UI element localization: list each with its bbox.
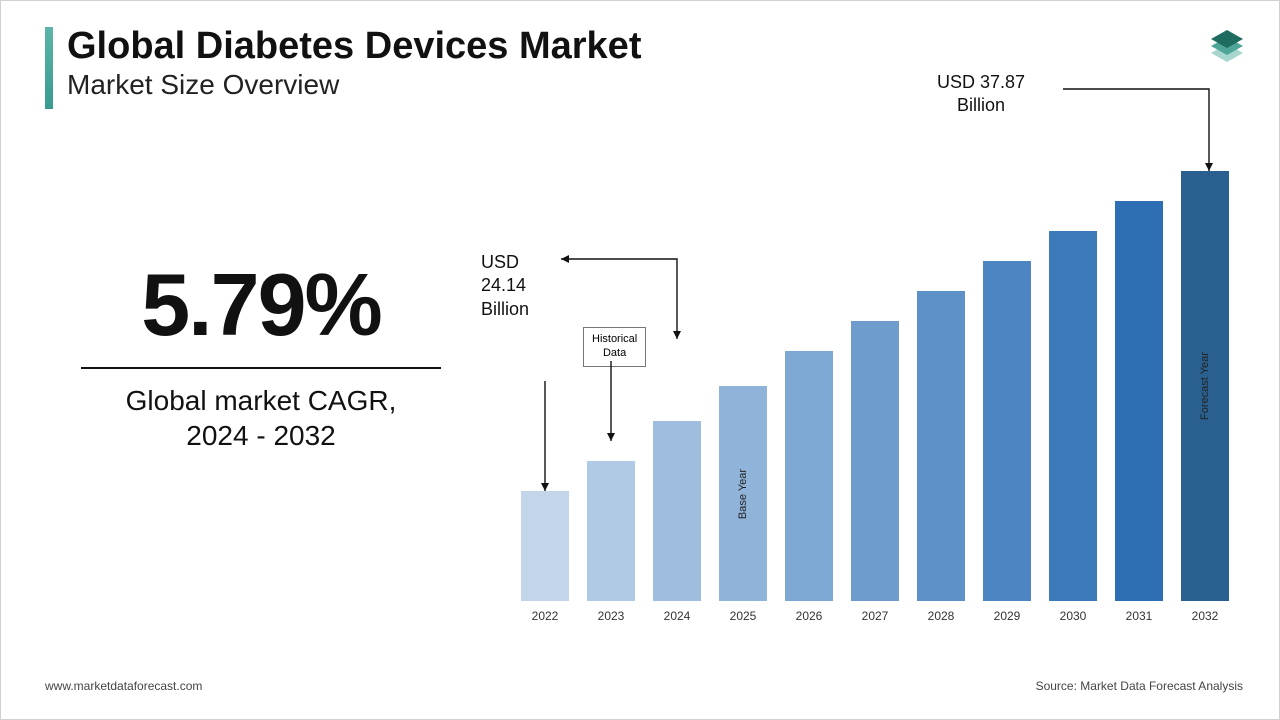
bar-col: 2028: [917, 291, 965, 601]
bar-x-label: 2024: [653, 609, 701, 623]
bar-x-label: 2030: [1049, 609, 1097, 623]
bar-annotation: Base Year: [737, 468, 749, 518]
bar-col: 2029: [983, 261, 1031, 601]
bar-col: 2026: [785, 351, 833, 601]
bar-col: 2027: [851, 321, 899, 601]
callout-end-value: USD 37.87 Billion: [901, 71, 1061, 118]
bar: [851, 321, 899, 601]
callout-end-line2: Billion: [957, 95, 1005, 115]
bar-x-label: 2029: [983, 609, 1031, 623]
bar-col: Forecast Year2032: [1181, 171, 1229, 601]
bar-col: 2030: [1049, 231, 1097, 601]
bar-x-label: 2032: [1181, 609, 1229, 623]
bar: [1049, 231, 1097, 601]
callout-start-line2: 24.14: [481, 275, 526, 295]
bars-container: 2022 2023 2024 Base Year2025 2026 2027 2028 202…: [521, 141, 1241, 601]
cagr-label-line1: Global market CAGR,: [126, 385, 397, 416]
bar-col: 2024: [653, 421, 701, 601]
footer-url: www.marketdataforecast.com: [45, 679, 202, 693]
cagr-divider: [81, 367, 441, 369]
bar-x-label: 2025: [719, 609, 767, 623]
header-text: Global Diabetes Devices Market Market Si…: [67, 27, 641, 101]
brand-logo-icon: [1199, 19, 1255, 75]
bar-x-label: 2031: [1115, 609, 1163, 623]
page-subtitle: Market Size Overview: [67, 69, 641, 101]
bar-annotation: Forecast Year: [1199, 352, 1211, 420]
bar: [587, 461, 635, 601]
bar: [1115, 201, 1163, 601]
bar-col: 2022: [521, 491, 569, 601]
bar-x-label: 2022: [521, 609, 569, 623]
bar: [653, 421, 701, 601]
cagr-label-line2: 2024 - 2032: [186, 420, 335, 451]
callout-start-line1: USD: [481, 252, 519, 272]
bar-x-label: 2028: [917, 609, 965, 623]
cagr-panel: 5.79% Global market CAGR, 2024 - 2032: [61, 261, 461, 453]
bar-x-label: 2027: [851, 609, 899, 623]
bar-x-label: 2026: [785, 609, 833, 623]
page-title: Global Diabetes Devices Market: [67, 27, 641, 67]
bar: [917, 291, 965, 601]
bar-x-label: 2023: [587, 609, 635, 623]
bar-col: Base Year2025: [719, 386, 767, 601]
bar-col: 2031: [1115, 201, 1163, 601]
bar: Forecast Year: [1181, 171, 1229, 601]
bar-chart: USD 37.87 Billion USD 24.14 Billion Hist…: [521, 101, 1241, 641]
bar: [521, 491, 569, 601]
bar: [785, 351, 833, 601]
callout-end-line1: USD 37.87: [937, 72, 1025, 92]
bar: Base Year: [719, 386, 767, 601]
header-accent-bar: [45, 27, 53, 109]
cagr-value: 5.79%: [61, 261, 461, 349]
bar-col: 2023: [587, 461, 635, 601]
cagr-label: Global market CAGR, 2024 - 2032: [61, 383, 461, 453]
header: Global Diabetes Devices Market Market Si…: [45, 27, 641, 109]
page: Global Diabetes Devices Market Market Si…: [0, 0, 1280, 720]
bar: [983, 261, 1031, 601]
footer-source: Source: Market Data Forecast Analysis: [1036, 679, 1243, 693]
